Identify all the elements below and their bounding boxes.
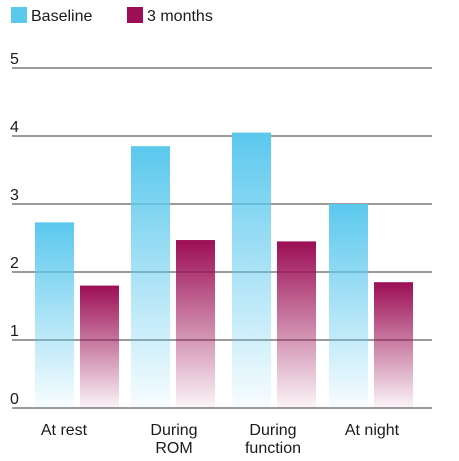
bar-baseline [232,132,271,408]
bar-baseline [131,146,170,408]
bar-3-months [277,241,316,408]
bar-3-months [176,240,215,408]
x-category-label: During function [245,422,301,457]
legend-swatch [11,7,27,23]
y-tick-label: 3 [10,187,19,204]
x-category-label: At rest [41,422,88,439]
bars [35,132,413,408]
bar-3-months [80,285,119,408]
gridlines [12,67,432,409]
legend-swatch [127,7,143,23]
y-tick-label: 1 [10,323,19,340]
y-tick-label: 4 [10,119,19,136]
y-tick-label: 0 [10,391,19,408]
legend-label: 3 months [147,8,213,25]
y-tick-label: 5 [10,51,19,68]
bar-3-months [374,282,413,408]
legend-label: Baseline [31,8,92,25]
bar-baseline [35,222,74,408]
legend: Baseline 3 months [11,7,213,25]
x-category-label: During ROM [150,422,197,457]
y-axis-ticks: 0 1 2 3 4 5 [10,51,19,408]
x-category-label: At night [345,422,400,439]
y-tick-label: 2 [10,255,19,272]
bar-baseline [329,204,368,408]
x-axis-categories: At rest During ROM During function At night [41,422,400,457]
